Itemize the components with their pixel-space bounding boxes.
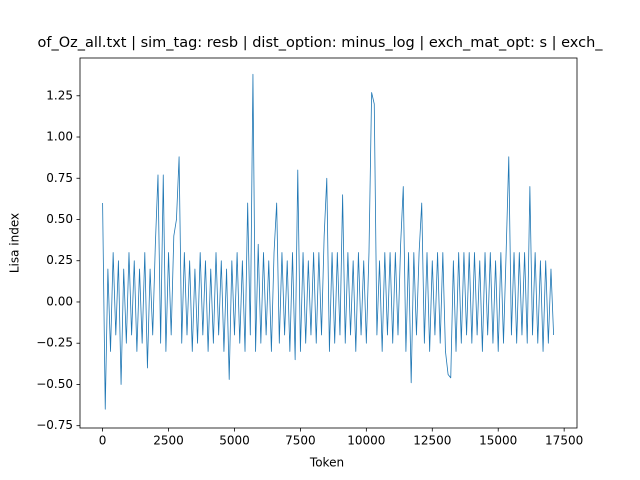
- y-tick-label: 1.00: [46, 130, 73, 144]
- y-tick-label: 1.25: [46, 88, 73, 102]
- x-axis-label: Token: [309, 456, 344, 470]
- x-tick-label: 17500: [545, 434, 583, 448]
- y-tick-label: −0.50: [36, 377, 73, 391]
- y-tick-label: 0.00: [46, 294, 73, 308]
- y-tick-label: −0.25: [36, 336, 73, 350]
- x-tick-label: 5000: [219, 434, 250, 448]
- x-tick-label: 12500: [413, 434, 451, 448]
- y-tick-label: 0.75: [46, 171, 73, 185]
- x-tick-label: 0: [99, 434, 107, 448]
- plot-frame: [79, 57, 578, 429]
- y-axis-label: Lisa index: [8, 213, 22, 273]
- x-tick-label: 15000: [479, 434, 517, 448]
- y-tick-label: −0.75: [36, 418, 73, 432]
- chart-title: of_Oz_all.txt | sim_tag: resb | dist_opt…: [37, 35, 603, 51]
- x-tick-label: 2500: [153, 434, 184, 448]
- data-line: [102, 73, 555, 410]
- x-tick-label: 7500: [285, 434, 316, 448]
- x-tick-label: 10000: [347, 434, 385, 448]
- y-tick-label: 0.50: [46, 212, 73, 226]
- y-tick-label: 0.25: [46, 253, 73, 267]
